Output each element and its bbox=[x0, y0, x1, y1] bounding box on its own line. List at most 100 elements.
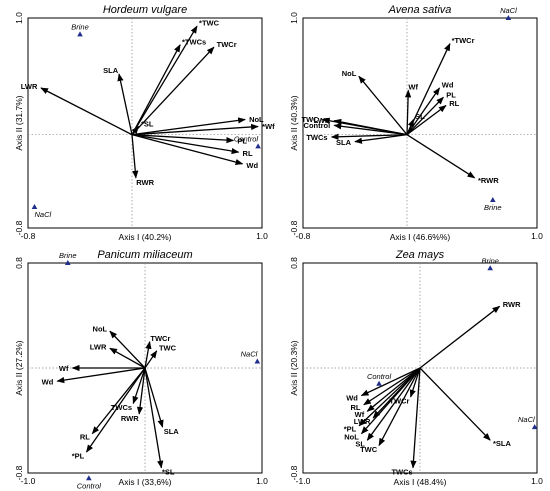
treatment-label: Brine bbox=[481, 256, 499, 265]
chart-title: Hordeum vulgare bbox=[103, 4, 187, 16]
loading-vector bbox=[131, 44, 181, 135]
loading-vector bbox=[56, 367, 146, 384]
vector-label: LWR bbox=[354, 417, 371, 426]
loading-vector bbox=[333, 118, 408, 136]
y-tick-label: 0.8 bbox=[289, 257, 299, 269]
loading-vector bbox=[144, 367, 164, 428]
y-axis-label: Axis II (31.7%) bbox=[14, 95, 24, 150]
loading-vector bbox=[144, 350, 158, 369]
x-tick-label: -0.8 bbox=[21, 231, 36, 241]
loading-vector bbox=[409, 367, 421, 398]
vector-label: SLA bbox=[336, 138, 352, 147]
loading-vector bbox=[131, 134, 235, 144]
y-tick-label: -0.8 bbox=[14, 465, 24, 480]
loading-vector bbox=[131, 25, 198, 136]
chart-title: Avena sativa bbox=[388, 4, 452, 16]
y-tick-label: 0.8 bbox=[14, 257, 24, 269]
vector-label: *TWCr bbox=[452, 36, 475, 45]
loading-vector bbox=[109, 330, 146, 369]
loading-vector bbox=[360, 367, 421, 435]
loading-vector bbox=[419, 305, 501, 369]
loading-vector bbox=[131, 123, 259, 136]
x-tick-label: -1.0 bbox=[21, 476, 36, 486]
treatment-point bbox=[255, 143, 261, 149]
loading-vector bbox=[358, 75, 408, 136]
loading-vector bbox=[131, 134, 139, 179]
treatment-point bbox=[531, 424, 538, 430]
y-tick-label: 1.0 bbox=[289, 12, 299, 24]
loading-vector bbox=[109, 347, 146, 369]
loading-vector bbox=[406, 96, 444, 136]
x-tick-label: 1.0 bbox=[531, 231, 543, 241]
treatment-point bbox=[77, 31, 83, 37]
vector-label: TWC bbox=[301, 115, 319, 124]
vector-label: TWCs bbox=[391, 468, 412, 477]
vector-label: *SLA bbox=[493, 439, 512, 448]
loading-vector bbox=[131, 134, 240, 155]
loading-vector bbox=[406, 104, 447, 136]
vector-label: TWCr bbox=[389, 397, 409, 406]
vector-label: *SL bbox=[141, 119, 154, 128]
vector-label: LWR bbox=[21, 82, 38, 91]
loading-vector bbox=[358, 367, 421, 427]
vector-label: RWR bbox=[121, 414, 139, 423]
vector-label: PL bbox=[446, 90, 456, 99]
loading-vector bbox=[354, 134, 408, 144]
treatment-label: Control bbox=[367, 372, 392, 381]
loading-vector bbox=[406, 118, 415, 135]
loading-vector bbox=[366, 367, 421, 441]
loading-vector bbox=[330, 133, 408, 140]
x-tick-label: 1.0 bbox=[531, 476, 543, 486]
treatment-point bbox=[254, 358, 261, 364]
treatment-point bbox=[31, 204, 38, 209]
treatment-point bbox=[86, 475, 92, 481]
x-axis-label: Axis I (46.6%%) bbox=[390, 232, 451, 242]
loading-vector bbox=[91, 367, 146, 435]
x-tick-label: 1.0 bbox=[256, 476, 268, 486]
vector-label: RL bbox=[350, 403, 360, 412]
plot-frame bbox=[27, 17, 263, 229]
treatment-label: NaCl bbox=[500, 6, 517, 15]
y-axis-label: Axis II (40.3%) bbox=[289, 95, 299, 150]
vector-label: LWR bbox=[90, 342, 107, 351]
y-tick-label: -0.8 bbox=[289, 220, 299, 235]
loading-vector bbox=[144, 340, 152, 369]
loading-vector bbox=[117, 73, 133, 135]
loading-vector bbox=[410, 367, 421, 469]
loading-vector bbox=[131, 46, 215, 136]
biplot-panel-4: Zea mays -1.0 1.0 0.8 -0.8 Axis I (48.4%) Axis… bbox=[289, 249, 543, 487]
chart-title: Panicum miliaceum bbox=[97, 249, 192, 261]
x-axis-label: Axis I (48.4%) bbox=[394, 477, 447, 487]
vector-label: SLA bbox=[164, 427, 180, 436]
treatment-point bbox=[505, 15, 512, 20]
y-axis-label: Axis II (20.3%) bbox=[289, 340, 299, 395]
vector-label: RL bbox=[449, 99, 459, 108]
loading-vector bbox=[378, 367, 421, 447]
loading-vector bbox=[366, 367, 421, 412]
vector-label: *TWC bbox=[199, 19, 220, 28]
vector-label: NoL bbox=[93, 324, 108, 333]
treatment-label: Control bbox=[77, 481, 102, 490]
vector-label: NoL bbox=[344, 433, 359, 442]
treatment-point bbox=[487, 265, 493, 271]
vector-label: SL bbox=[415, 112, 425, 121]
treatment-label: Brine bbox=[484, 203, 502, 212]
vector-label: LWR bbox=[314, 116, 331, 125]
treatment-label: Control bbox=[234, 134, 259, 143]
vector-label: *RWR bbox=[478, 176, 499, 185]
vector-label: Wd bbox=[42, 378, 54, 387]
loading-vector bbox=[406, 134, 476, 179]
loading-vector bbox=[144, 367, 164, 469]
treatment-label: Brine bbox=[59, 251, 77, 260]
vector-label: RWR bbox=[503, 300, 521, 309]
chart-title: Zea mays bbox=[395, 249, 445, 261]
loading-vector bbox=[406, 42, 451, 135]
loading-vector bbox=[419, 367, 491, 441]
plot-frame bbox=[302, 17, 538, 229]
y-axis-label: Axis II (27.2%) bbox=[14, 340, 24, 395]
loading-vector bbox=[136, 367, 146, 415]
vector-label: RL bbox=[243, 149, 253, 158]
vector-label: Control bbox=[304, 121, 331, 130]
x-tick-label: -0.8 bbox=[296, 231, 311, 241]
vector-label: TWC bbox=[159, 344, 177, 353]
